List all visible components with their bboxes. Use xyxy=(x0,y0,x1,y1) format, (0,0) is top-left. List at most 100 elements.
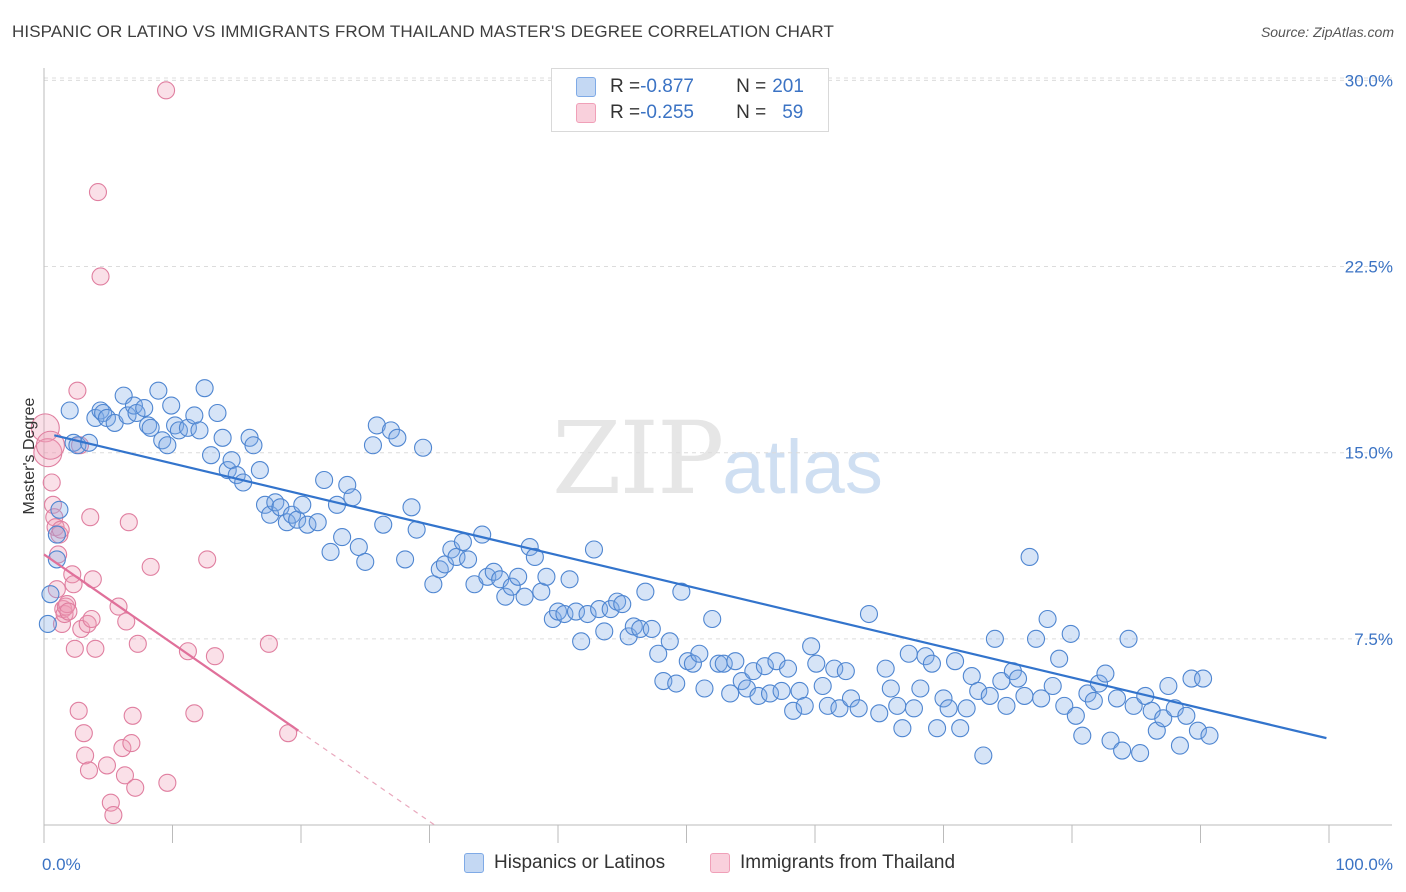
point-hispanic xyxy=(721,684,740,703)
point-hispanic xyxy=(363,436,383,455)
point-hispanic xyxy=(1119,629,1138,648)
point-hispanic xyxy=(1177,706,1196,725)
point-hispanic xyxy=(141,418,160,437)
point-hispanic xyxy=(608,592,627,611)
point-hispanic xyxy=(904,699,923,718)
point-hispanic xyxy=(555,604,574,624)
point-hispanic xyxy=(1026,629,1046,648)
point-hispanic xyxy=(870,704,889,723)
point-hispanic xyxy=(374,515,393,534)
point-hispanic xyxy=(1107,689,1127,708)
point-hispanic xyxy=(537,567,556,586)
point-thailand xyxy=(86,639,105,658)
point-thailand xyxy=(74,724,93,743)
point-thailand xyxy=(88,183,108,202)
point-hispanic xyxy=(356,552,375,571)
point-hispanic xyxy=(928,719,947,738)
legend-r-value: -0.255 xyxy=(640,102,694,123)
point-thailand xyxy=(42,473,61,492)
point-hispanic xyxy=(601,600,620,619)
point-hispanic xyxy=(962,667,981,686)
legend-r-label: R = xyxy=(610,102,641,123)
point-hispanic xyxy=(714,654,733,673)
series-legend: Hispanics or Latinos Immigrants from Tha… xyxy=(0,852,1406,878)
point-thailand xyxy=(104,806,123,825)
point-hispanic xyxy=(50,500,69,519)
point-hispanic xyxy=(424,575,443,594)
point-thailand xyxy=(81,508,100,527)
point-hispanic xyxy=(315,470,334,490)
watermark-atlas: atlas xyxy=(722,425,883,510)
point-hispanic xyxy=(41,585,60,604)
point-hispanic xyxy=(980,686,999,705)
legend-swatch-thailand xyxy=(576,103,596,123)
point-hispanic xyxy=(414,438,433,457)
point-hispanic xyxy=(139,416,158,435)
watermark-zip: ZIP xyxy=(552,400,724,517)
point-hispanic xyxy=(974,746,993,765)
legend-r-value: -0.877 xyxy=(640,76,694,97)
point-hispanic xyxy=(1084,691,1103,710)
point-thailand xyxy=(91,267,110,286)
legend-n-value: 59 xyxy=(782,102,804,123)
legend-item-hispanic[interactable]: Hispanics or Latinos xyxy=(464,852,665,874)
point-hispanic xyxy=(195,379,214,398)
point-hispanic xyxy=(642,619,661,638)
point-hispanic xyxy=(208,403,227,423)
point-hispanic xyxy=(749,686,768,705)
point-hispanic xyxy=(818,696,837,715)
point-hispanic xyxy=(939,699,958,718)
point-hispanic xyxy=(1008,669,1028,688)
point-hispanic xyxy=(849,699,868,718)
legend-label-thailand: Immigrants from Thailand xyxy=(740,852,956,873)
trend-line-thailand xyxy=(43,553,300,732)
point-hispanic xyxy=(190,421,209,440)
series-thailand-points xyxy=(30,81,298,825)
point-hispanic xyxy=(321,542,340,562)
point-hispanic xyxy=(38,614,57,634)
point-hispanic xyxy=(244,436,263,455)
point-thailand xyxy=(178,642,197,661)
point-hispanic xyxy=(1170,736,1189,755)
legend-row-thailand: R = -0.255 N = 59 xyxy=(576,101,803,125)
watermark: ZIPatlas xyxy=(552,400,883,517)
point-thailand xyxy=(35,430,65,460)
point-thailand xyxy=(123,706,142,725)
legend-item-thailand[interactable]: Immigrants from Thailand xyxy=(710,852,955,874)
point-hispanic xyxy=(1055,696,1074,715)
point-thailand xyxy=(113,739,132,758)
point-hispanic xyxy=(667,674,686,693)
point-hispanic xyxy=(343,488,362,507)
y-tick-label: 30.0% xyxy=(1345,71,1393,90)
point-hispanic xyxy=(1200,726,1219,745)
point-hispanic xyxy=(1113,741,1132,760)
legend-n-value: 201 xyxy=(772,76,804,97)
point-hispanic xyxy=(683,654,702,673)
point-hispanic xyxy=(1131,743,1150,763)
point-hispanic xyxy=(515,587,534,606)
point-hispanic xyxy=(841,689,861,708)
point-hispanic xyxy=(1038,609,1057,629)
point-hispanic xyxy=(447,547,466,566)
point-thailand xyxy=(185,704,204,723)
axes xyxy=(43,68,1392,843)
point-hispanic xyxy=(1159,676,1178,696)
legend-n-label: N = xyxy=(736,102,767,123)
y-tick-label: 15.0% xyxy=(1345,444,1393,463)
point-hispanic xyxy=(578,604,597,624)
point-hispanic xyxy=(934,689,953,708)
point-thailand xyxy=(128,634,147,653)
point-hispanic xyxy=(1050,649,1069,668)
point-thailand xyxy=(157,81,176,100)
point-hispanic xyxy=(1194,669,1213,688)
point-hispanic xyxy=(473,525,492,544)
point-hispanic xyxy=(595,622,614,641)
point-hispanic xyxy=(1124,696,1143,715)
point-hispanic xyxy=(672,582,691,601)
point-thailand xyxy=(198,550,217,569)
point-hispanic xyxy=(47,525,66,544)
point-hispanic xyxy=(997,696,1016,715)
point-thailand xyxy=(126,778,145,797)
point-hispanic xyxy=(695,679,714,698)
point-hispanic xyxy=(859,604,879,624)
